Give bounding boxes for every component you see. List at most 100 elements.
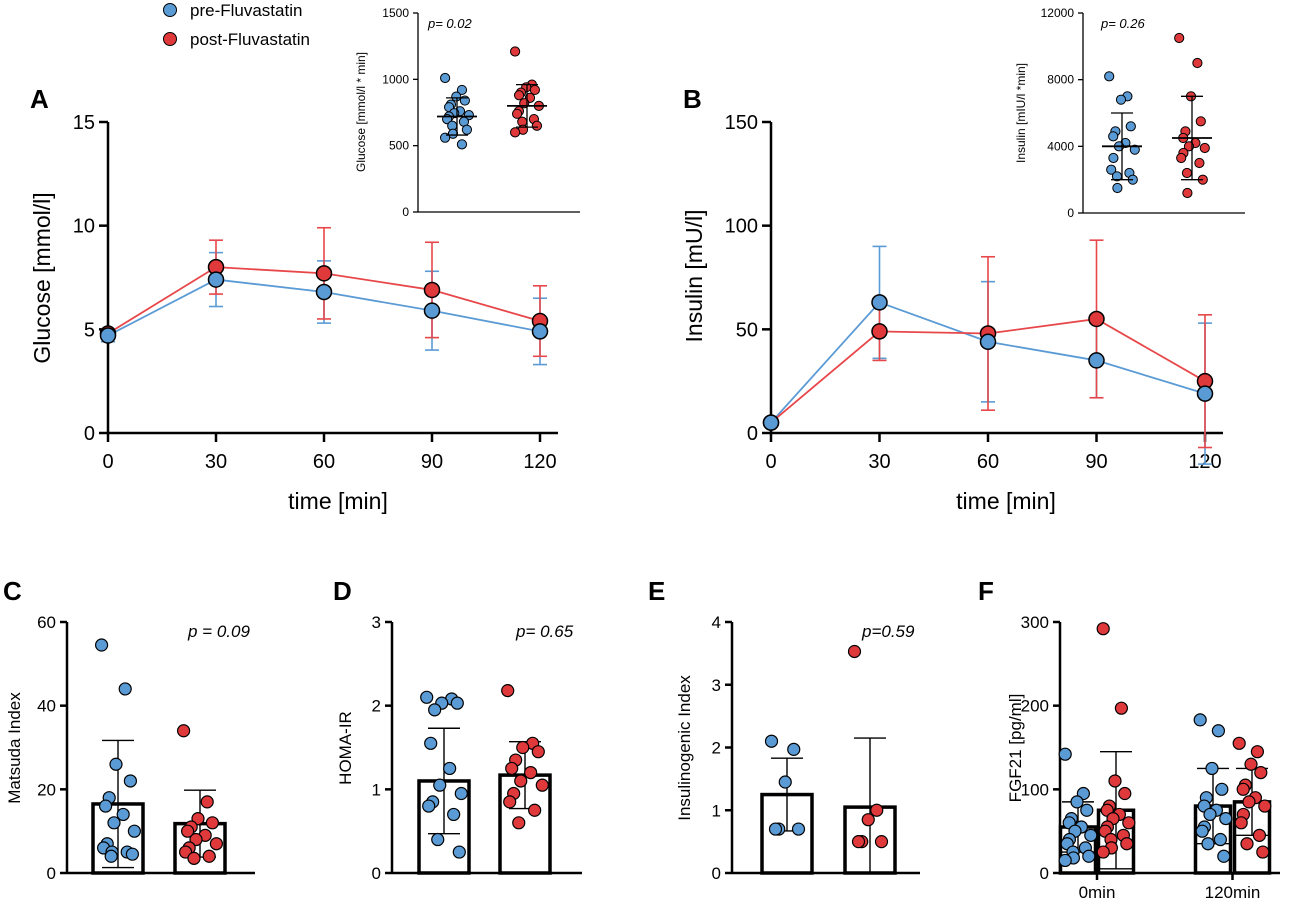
panel-a-inset-point-post <box>509 46 521 57</box>
panel-a-inset-point-pre <box>440 72 451 84</box>
panel-b-inset-point-post <box>1181 167 1193 179</box>
panel-a: A 0 5 10 15 0 30 60 90 120 time [min] Glucose [m… <box>29 84 558 514</box>
panel-letter-f: F <box>978 576 994 606</box>
panel-e-y-tick-label: 0 <box>712 864 721 883</box>
panel-b-inset-point-post <box>1183 141 1195 152</box>
panel-d-point-pre <box>452 845 466 859</box>
panel-b-inset-y-tick-label: 0 <box>1067 206 1074 220</box>
panel-c-y-tick-label: 0 <box>47 864 56 883</box>
panel-d-point-pre <box>447 807 461 822</box>
panel-c-point-post <box>209 837 223 851</box>
panel-f-point-post <box>1232 736 1246 750</box>
panel-b-inset-point-post <box>1199 142 1210 154</box>
panel-c-point-post <box>202 849 216 863</box>
panel-b-y-tick-label: 100 <box>725 216 758 238</box>
panel-f-point-post <box>1096 622 1110 636</box>
panel-f-point-post <box>1250 745 1265 759</box>
legend-post-marker <box>163 32 177 46</box>
panel-b-inset-point-pre <box>1125 121 1136 132</box>
panel-f: F 0 100 200 300 0min 120min FGF21 [pg/ml] <box>978 576 1280 902</box>
panel-f-point-post <box>1240 837 1254 851</box>
panel-c-point-post <box>187 851 201 865</box>
panel-c-point-post <box>181 824 195 838</box>
panel-d-point-post <box>501 684 515 698</box>
panel-f-point-pre <box>1219 812 1233 826</box>
panel-b-point-pre <box>871 294 888 311</box>
panel-f-point-pre <box>1205 761 1219 776</box>
panel-b-inset-y-tick-label: 12000 <box>1041 6 1075 20</box>
panel-d-point-pre <box>422 799 436 813</box>
panel-a-point-pre <box>423 302 441 319</box>
panel-d-y-tick-label: 3 <box>372 613 381 632</box>
panel-b-inset-point-pre <box>1106 164 1117 175</box>
panel-b-y-tick-label: 0 <box>747 423 758 445</box>
panel-a-inset-point-post <box>514 90 525 101</box>
panel-d-point-pre <box>420 690 434 704</box>
panel-f-y-tick-label: 300 <box>1021 613 1049 632</box>
panel-f-point-pre <box>1058 747 1072 761</box>
panel-b-point-pre <box>762 414 780 431</box>
panel-b-inset-y-tick-label: 4000 <box>1047 139 1074 153</box>
panel-a-y-tick-label: 0 <box>84 423 95 445</box>
panel-b-inset-point-pre <box>1108 152 1119 164</box>
panel-d-point-pre <box>454 786 468 801</box>
panel-e-point-pre <box>787 742 801 756</box>
panel-e-point-pre <box>778 775 792 789</box>
panel-c-point-post <box>177 724 191 738</box>
panel-c-pvalue: p = 0.09 <box>187 622 250 641</box>
panel-f-point-pre <box>1070 795 1084 809</box>
panel-a-inset-y-tick-label: 500 <box>389 139 409 153</box>
panel-a-point-pre <box>531 323 549 340</box>
panel-letter-d: D <box>333 576 352 606</box>
panel-c-bar-pre <box>91 802 145 875</box>
panel-a-inset-point-post <box>512 108 523 119</box>
panel-e-y-tick-label: 2 <box>712 739 721 758</box>
panel-a-inset-point-pre <box>456 139 468 150</box>
panel-a-plot: 0 5 10 15 0 30 60 90 120 <box>73 112 558 473</box>
panel-e: E 0 1 2 3 4 p=0.59 Insulinogenic Index <box>648 576 920 883</box>
panel-a-inset-plot: 0 500 1000 1500 <box>382 6 580 219</box>
panel-d-point-post <box>514 774 528 788</box>
panel-e-point-pre <box>764 734 779 748</box>
panel-letter-b: B <box>683 84 702 114</box>
panel-f-point-post <box>1236 782 1250 796</box>
panel-c-point-pre <box>118 682 132 696</box>
panel-b-inset-point-pre <box>1104 71 1115 82</box>
panel-d: D 0 1 2 3 p= 0.65 HOMA-IR <box>333 576 582 883</box>
panel-b-inset-ylabel: Insulin [mIU/l *min] <box>1014 63 1028 163</box>
panel-c-point-pre <box>125 847 139 861</box>
panel-b-inset-point-post <box>1194 157 1205 169</box>
panel-a-inset-point-post <box>529 84 541 96</box>
panel-e-point-post <box>851 835 866 849</box>
panel-b-xlabel: time [min] <box>956 488 1056 514</box>
panel-d-point-post <box>531 745 545 759</box>
panel-a-inset-point-post <box>509 127 521 138</box>
panel-b-point-post <box>1088 310 1105 328</box>
panel-c-y-tick-label: 60 <box>37 613 56 632</box>
panel-e-bar-pre <box>760 792 814 875</box>
panel-f-plot: 0 100 200 300 0min 120min <box>1021 613 1280 902</box>
panel-b-inset-plot: 0 4000 8000 12000 <box>1041 6 1245 220</box>
panel-c-point-pre <box>107 816 121 830</box>
panel-f-y-tick-label: 0 <box>1040 864 1049 883</box>
panel-f-y-tick-label: 100 <box>1021 780 1049 799</box>
panel-d-point-pre <box>443 761 457 776</box>
panel-f-x-tick-label: 0min <box>1079 883 1116 902</box>
panel-a-inset: 0 500 1000 1500 p= 0.02 Glucose [mmol/l * m… <box>354 6 580 219</box>
panel-a-inset-y-tick-label: 1500 <box>382 6 409 20</box>
panel-letter-e: E <box>648 576 665 606</box>
panel-c-point-pre <box>127 824 141 838</box>
panel-f-x-tick-label: 120min <box>1205 883 1261 902</box>
panel-f-point-post <box>1096 845 1110 859</box>
panel-c-point-post <box>205 816 219 830</box>
panel-f-point-post <box>1256 845 1270 859</box>
panel-b-x-tick-label: 0 <box>765 451 776 473</box>
panel-c-plot: 0 20 40 60 <box>37 613 255 883</box>
panel-b-inset-point-pre <box>1108 131 1119 142</box>
panel-b-inset-point-post <box>1176 152 1187 164</box>
legend-pre-label: pre-Fluvastatin <box>190 1 302 20</box>
panel-f-point-post <box>1118 786 1132 801</box>
panel-f-point-post <box>1120 837 1134 851</box>
panel-a-y-tick-label: 15 <box>73 112 95 134</box>
panel-d-point-pre <box>433 778 447 792</box>
